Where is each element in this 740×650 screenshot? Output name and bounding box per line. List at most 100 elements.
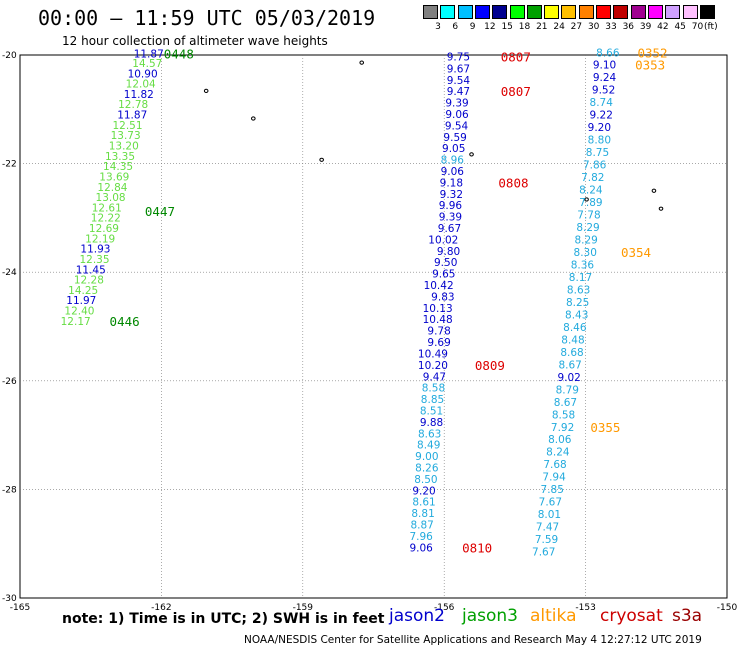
wave-height-value: 9.20 bbox=[588, 122, 611, 134]
wave-height-value: 8.29 bbox=[574, 234, 597, 246]
legend-label: 30 bbox=[587, 22, 600, 32]
wave-height-value: 9.39 bbox=[445, 98, 468, 110]
page-title: 00:00 – 11:59 UTC 05/03/2019 bbox=[38, 6, 376, 30]
wave-height-value: 9.06 bbox=[441, 166, 465, 178]
y-axis-label: -30 bbox=[2, 594, 17, 604]
wave-height-value: 9.22 bbox=[590, 110, 613, 122]
wave-height-value: 9.02 bbox=[557, 372, 580, 384]
wave-height-value: 12.78 bbox=[118, 99, 148, 111]
wave-height-value: 8.50 bbox=[414, 474, 437, 486]
wave-height-value: 8.79 bbox=[556, 384, 579, 396]
island-marker bbox=[203, 88, 209, 93]
wave-height-value: 13.20 bbox=[109, 140, 139, 152]
legend-label: 18 bbox=[518, 22, 531, 32]
mission-jason2: jason2 bbox=[389, 606, 445, 626]
x-axis-label: -162 bbox=[151, 603, 171, 613]
wave-height-value: 11.45 bbox=[76, 264, 106, 276]
wave-height-value: 10.42 bbox=[424, 280, 454, 292]
wave-height-value: 13.73 bbox=[111, 130, 141, 142]
wave-height-value: 7.59 bbox=[535, 534, 558, 546]
wave-height-value: 9.47 bbox=[447, 86, 470, 98]
wave-height-value: 9.54 bbox=[447, 75, 471, 87]
wave-height-value: 8.24 bbox=[546, 447, 570, 459]
wave-height-value: 12.19 bbox=[85, 233, 115, 245]
wave-height-value: 8.75 bbox=[586, 147, 609, 159]
pass-time-tag: 0355 bbox=[590, 420, 620, 435]
wave-height-value: 9.10 bbox=[593, 60, 616, 72]
x-axis-label: -165 bbox=[10, 603, 30, 613]
y-axis-label: -28 bbox=[2, 485, 17, 495]
legend-label: 70 bbox=[691, 22, 704, 32]
wave-height-value: 8.58 bbox=[552, 409, 575, 421]
wave-height-value: 8.43 bbox=[565, 309, 588, 321]
pass-time-tag: 0353 bbox=[635, 58, 665, 73]
wave-height-value: 9.67 bbox=[447, 63, 470, 75]
wave-height-value: 13.08 bbox=[96, 192, 126, 204]
pass-time-tag: 0809 bbox=[475, 358, 505, 373]
wave-height-value: 8.01 bbox=[538, 509, 561, 521]
wave-height-value: 13.35 bbox=[105, 151, 135, 163]
x-axis-label: -156 bbox=[434, 603, 455, 613]
wave-height-value: 8.87 bbox=[410, 519, 433, 531]
legend-label: 27 bbox=[570, 22, 583, 32]
pass-time-tag: 0447 bbox=[145, 204, 175, 219]
wave-height-value: 8.61 bbox=[412, 497, 435, 509]
wave-height-value: 10.49 bbox=[418, 348, 448, 360]
legend-swatch bbox=[440, 5, 456, 19]
legend-label: 33 bbox=[605, 22, 617, 32]
wave-height-value: 12.61 bbox=[92, 202, 122, 214]
wave-height-value: 7.68 bbox=[543, 459, 566, 471]
wave-height-value: 9.54 bbox=[445, 120, 469, 132]
wave-height-value: 7.47 bbox=[536, 522, 559, 534]
wave-height-value: 8.67 bbox=[558, 359, 581, 371]
wave-height-value: 9.47 bbox=[423, 371, 446, 383]
island-marker bbox=[651, 188, 657, 193]
x-axis-label: -159 bbox=[293, 603, 314, 613]
pass-time-tag: 0448 bbox=[164, 47, 194, 62]
wave-height-value: 9.18 bbox=[440, 177, 463, 189]
legend-label: 42 bbox=[657, 22, 669, 32]
wave-height-value: 7.78 bbox=[577, 209, 600, 221]
wave-height-value: 8.48 bbox=[561, 334, 584, 346]
pass-time-tag: 0807 bbox=[501, 49, 531, 64]
legend-swatch bbox=[457, 5, 473, 19]
wave-height-value: 14.57 bbox=[132, 58, 162, 70]
pass-time-tag: 0808 bbox=[498, 175, 528, 190]
wave-height-value: 7.82 bbox=[581, 172, 604, 184]
pass-time-tag: 0807 bbox=[501, 84, 531, 99]
wave-height-value: 11.82 bbox=[124, 89, 154, 101]
map-frame bbox=[19, 54, 728, 599]
legend-label: 24 bbox=[553, 22, 565, 32]
wave-height-value: 9.00 bbox=[415, 451, 438, 463]
wave-height-value: 8.06 bbox=[548, 434, 572, 446]
wave-height-value: 9.52 bbox=[592, 85, 615, 97]
wave-height-value: 9.32 bbox=[440, 189, 463, 201]
wave-height-value: 7.96 bbox=[409, 531, 433, 543]
wave-height-value: 8.17 bbox=[569, 272, 592, 284]
wave-height-value: 14.35 bbox=[103, 161, 133, 173]
legend-label: 3 bbox=[435, 22, 441, 32]
legend-swatch bbox=[492, 5, 508, 19]
legend-label: 21 bbox=[536, 22, 548, 32]
island-marker bbox=[359, 60, 365, 65]
wave-height-value: 8.30 bbox=[574, 247, 597, 259]
page-subtitle: 12 hour collection of altimeter wave hei… bbox=[62, 34, 328, 48]
wave-height-value: 8.96 bbox=[441, 155, 465, 167]
pass-time-tag: 0352 bbox=[637, 46, 667, 61]
wave-height-value: 8.67 bbox=[554, 397, 577, 409]
wave-height-value: 9.88 bbox=[420, 417, 443, 429]
y-axis-label: -24 bbox=[2, 268, 17, 278]
mission-jason3: jason3 bbox=[462, 606, 518, 626]
wave-height-value: 8.26 bbox=[415, 462, 439, 474]
wave-height-value: 9.65 bbox=[432, 269, 455, 281]
legend-label: 15 bbox=[501, 22, 513, 32]
wave-height-value: 8.49 bbox=[417, 440, 440, 452]
footer-credit: NOAA/NESDIS Center for Satellite Applica… bbox=[244, 634, 702, 646]
wave-height-value: 9.80 bbox=[437, 246, 460, 258]
legend-swatch bbox=[561, 5, 577, 19]
legend-label: 12 bbox=[484, 22, 496, 32]
legend-swatch bbox=[630, 5, 646, 19]
wave-height-value: 9.78 bbox=[427, 326, 450, 338]
wave-height-value: 10.48 bbox=[423, 314, 453, 326]
wave-height-value: 8.24 bbox=[579, 184, 603, 196]
